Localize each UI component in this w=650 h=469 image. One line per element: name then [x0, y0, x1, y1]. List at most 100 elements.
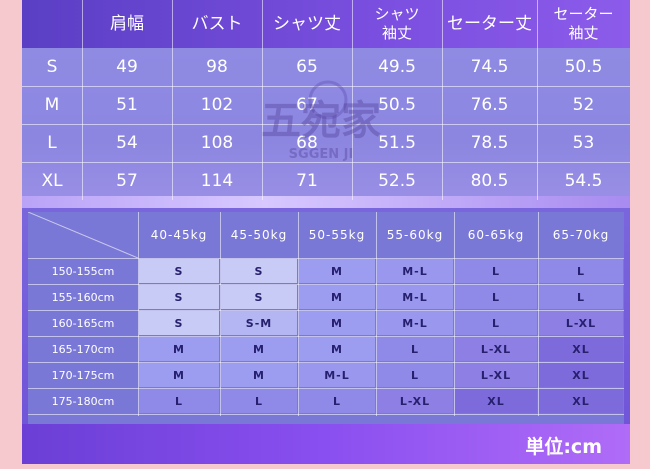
recommended-size-cell: L [299, 389, 375, 413]
measurement-cell: 49.5 [378, 57, 416, 77]
measurement-header-bar [22, 0, 630, 48]
recommended-size-cell: L [455, 259, 537, 283]
grid-line [28, 362, 624, 363]
recommended-size-cell: M-L [377, 311, 453, 335]
measurement-cell: 52 [572, 95, 595, 115]
weight-header-cell: 45-50kg [230, 228, 288, 242]
measurement-table: 肩幅 バスト シャツ丈 シャツ 袖丈 セーター丈 セーター 袖丈 S 49 98 65 49.5 74… [22, 0, 630, 208]
grid-line [22, 124, 630, 125]
height-row-label: 160-165cm [51, 316, 115, 330]
grid-line [28, 388, 624, 389]
recommended-size-cell: M-L [377, 259, 453, 283]
measurement-cell: 51 [116, 95, 138, 115]
grid-line [22, 86, 630, 87]
recommended-size-cell: M [299, 259, 375, 283]
measurement-cell: 65 [296, 57, 318, 77]
weight-header-cell: 60-65kg [467, 228, 525, 242]
weight-header-cell: 55-60kg [386, 228, 444, 242]
measurement-cell: 57 [116, 171, 138, 191]
grid-line [220, 212, 221, 416]
weight-header-cell: 40-45kg [150, 228, 208, 242]
grid-line [28, 310, 624, 311]
measurement-cell: 49 [116, 57, 138, 77]
recommended-size-cell: XL [539, 363, 623, 387]
recommended-size-cell: S [139, 311, 219, 335]
recommended-size-cell: S [221, 259, 297, 283]
measurement-header-cell: セーター丈 [447, 13, 532, 34]
measurement-cell: 52.5 [378, 171, 416, 191]
measurement-cell: 76.5 [470, 95, 509, 115]
height-row-label: 170-175cm [51, 368, 115, 382]
recommended-size-cell: M [221, 337, 297, 361]
unit-footer: 単位:cm [22, 424, 630, 464]
measurement-cell: 80.5 [470, 171, 509, 191]
grid-line [28, 414, 624, 415]
recommended-size-cell: L [455, 311, 537, 335]
grid-line [537, 0, 538, 200]
measurement-cell: 68 [296, 133, 318, 153]
measurement-cell: 54.5 [564, 171, 603, 191]
measurement-cell: 98 [206, 57, 228, 77]
grid-line [376, 212, 377, 416]
recommended-size-cell: XL [455, 389, 537, 413]
grid-line [454, 212, 455, 416]
recommended-size-cell: XL [539, 389, 623, 413]
grid-line [262, 0, 263, 200]
measurement-cell: 71 [296, 171, 318, 191]
recommended-size-cell: L-XL [377, 389, 453, 413]
measurement-cell: 53 [572, 133, 595, 153]
recommended-size-cell: L [221, 389, 297, 413]
recommended-size-cell: M [139, 363, 219, 387]
measurement-size-label: M [44, 95, 60, 115]
recommended-size-cell: L-XL [455, 363, 537, 387]
recommended-size-cell: L [539, 259, 623, 283]
measurement-cell: 102 [200, 95, 234, 115]
measurement-cell: 50.5 [378, 95, 416, 115]
recommended-size-cell: M [139, 337, 219, 361]
measurement-cell: 108 [200, 133, 234, 153]
recommended-size-cell: M [221, 363, 297, 387]
measurement-cell: 54 [116, 133, 138, 153]
measurement-size-label: XL [41, 171, 63, 191]
recommended-size-cell: M-L [377, 285, 453, 309]
grid-line [28, 258, 624, 259]
recommended-size-cell: L [455, 285, 537, 309]
grid-line [138, 212, 139, 416]
measurement-body [22, 48, 630, 202]
measurement-cell: 67 [296, 95, 318, 115]
height-row-label: 175-180cm [51, 394, 115, 408]
recommended-size-cell: XL [539, 337, 623, 361]
unit-label: 単位:cm [525, 436, 602, 458]
recommended-size-cell: S [139, 259, 219, 283]
recommended-size-cell: M [299, 311, 375, 335]
grid-line [442, 0, 443, 200]
recommended-size-cell: L [139, 389, 219, 413]
weight-header-cell: 50-55kg [308, 228, 366, 242]
recommended-size-cell: L [377, 337, 453, 361]
grid-line [28, 284, 624, 285]
recommended-size-cell: S-M [221, 311, 297, 335]
grid-line [172, 0, 173, 200]
measurement-size-label: L [47, 133, 57, 153]
height-row-label: 165-170cm [51, 342, 115, 356]
weight-header-cell: 65-70kg [552, 228, 610, 242]
recommendation-table: 40-45kg 45-50kg 50-55kg 55-60kg 60-65kg 65-70… [28, 212, 624, 424]
height-row-label: 155-160cm [51, 290, 115, 304]
measurement-cell: 114 [200, 171, 234, 191]
measurement-cell: 50.5 [564, 57, 603, 77]
grid-line [22, 162, 630, 163]
measurement-header-cell: シャツ 袖丈 [374, 5, 420, 42]
measurement-header-cell: 肩幅 [110, 13, 144, 34]
grid-line [538, 212, 539, 416]
recommended-size-cell: S [139, 285, 219, 309]
diagonal-divider [28, 212, 138, 258]
height-row-label: 150-155cm [51, 264, 115, 278]
recommended-size-cell: L-XL [539, 311, 623, 335]
recommended-size-cell: S [221, 285, 297, 309]
measurement-bottom-glow [22, 196, 630, 208]
measurement-header-cell: バスト [191, 13, 243, 34]
recommended-size-cell: L-XL [455, 337, 537, 361]
recommended-size-cell: L [539, 285, 623, 309]
measurement-cell: 74.5 [470, 57, 509, 77]
recommended-size-cell: M-L [299, 363, 375, 387]
